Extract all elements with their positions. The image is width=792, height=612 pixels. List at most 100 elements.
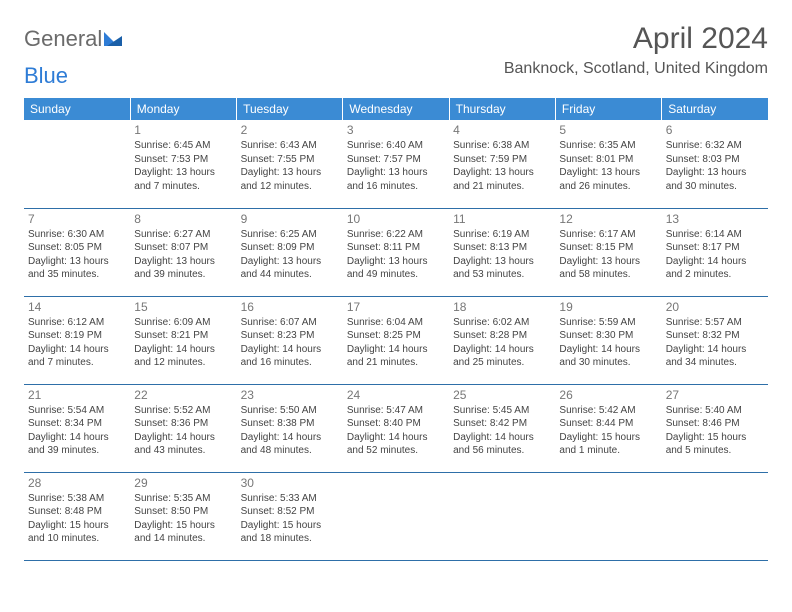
daylight-line: Daylight: 14 hours and 21 minutes. [347,343,445,370]
logo-sail-icon [104,30,124,51]
sunset-line: Sunset: 8:19 PM [28,329,126,343]
sunset-line: Sunset: 8:03 PM [666,153,764,167]
daylight-line: Daylight: 14 hours and 7 minutes. [28,343,126,370]
calendar-cell: 25Sunrise: 5:45 AMSunset: 8:42 PMDayligh… [449,384,555,472]
day-number: 26 [559,387,657,403]
calendar-cell [343,472,449,560]
sunset-line: Sunset: 8:38 PM [241,417,339,431]
calendar-row: 14Sunrise: 6:12 AMSunset: 8:19 PMDayligh… [24,296,768,384]
sunset-line: Sunset: 8:13 PM [453,241,551,255]
sunrise-line: Sunrise: 6:30 AM [28,228,126,242]
weekday-header-row: SundayMondayTuesdayWednesdayThursdayFrid… [24,98,768,120]
day-number: 24 [347,387,445,403]
weekday-header: Tuesday [237,98,343,120]
sunset-line: Sunset: 7:55 PM [241,153,339,167]
sunrise-line: Sunrise: 6:14 AM [666,228,764,242]
day-number: 16 [241,299,339,315]
daylight-line: Daylight: 13 hours and 16 minutes. [347,166,445,193]
sunrise-line: Sunrise: 5:47 AM [347,404,445,418]
sunrise-line: Sunrise: 5:40 AM [666,404,764,418]
day-number: 8 [134,211,232,227]
weekday-header: Wednesday [343,98,449,120]
calendar-cell: 17Sunrise: 6:04 AMSunset: 8:25 PMDayligh… [343,296,449,384]
daylight-line: Daylight: 15 hours and 5 minutes. [666,431,764,458]
sunrise-line: Sunrise: 6:43 AM [241,139,339,153]
calendar-cell: 7Sunrise: 6:30 AMSunset: 8:05 PMDaylight… [24,208,130,296]
daylight-line: Daylight: 14 hours and 43 minutes. [134,431,232,458]
calendar-cell: 1Sunrise: 6:45 AMSunset: 7:53 PMDaylight… [130,120,236,208]
calendar-cell [662,472,768,560]
title-block: April 2024 Banknock, Scotland, United Ki… [504,22,768,78]
sunset-line: Sunset: 8:15 PM [559,241,657,255]
daylight-line: Daylight: 13 hours and 39 minutes. [134,255,232,282]
daylight-line: Daylight: 14 hours and 48 minutes. [241,431,339,458]
sunrise-line: Sunrise: 6:22 AM [347,228,445,242]
sunset-line: Sunset: 7:57 PM [347,153,445,167]
daylight-line: Daylight: 14 hours and 12 minutes. [134,343,232,370]
calendar-row: 28Sunrise: 5:38 AMSunset: 8:48 PM Dayligh… [24,472,768,560]
daylight-line: Daylight: 13 hours and 35 minutes. [28,255,126,282]
calendar-cell [24,120,130,208]
sunset-line: Sunset: 8:48 PM [28,505,126,519]
calendar-row: 21Sunrise: 5:54 AMSunset: 8:34 PMDayligh… [24,384,768,472]
sunrise-line: Sunrise: 5:45 AM [453,404,551,418]
daylight-line: Daylight: 13 hours and 7 minutes. [134,166,232,193]
calendar-table: SundayMondayTuesdayWednesdayThursdayFrid… [24,98,768,561]
daylight-line: Daylight: 15 hours and 18 minutes. [241,519,339,546]
sunset-line: Sunset: 8:34 PM [28,417,126,431]
day-number: 2 [241,122,339,138]
day-number: 21 [28,387,126,403]
sunset-line: Sunset: 8:25 PM [347,329,445,343]
daylight-line: Daylight: 15 hours and 14 minutes. [134,519,232,546]
daylight-line: Daylight: 13 hours and 21 minutes. [453,166,551,193]
sunset-line: Sunset: 8:40 PM [347,417,445,431]
sunrise-line: Sunrise: 6:38 AM [453,139,551,153]
sunrise-line: Sunrise: 6:40 AM [347,139,445,153]
day-number: 22 [134,387,232,403]
daylight-line: Daylight: 13 hours and 58 minutes. [559,255,657,282]
calendar-cell: 19Sunrise: 5:59 AMSunset: 8:30 PMDayligh… [555,296,661,384]
calendar-cell: 23Sunrise: 5:50 AMSunset: 8:38 PMDayligh… [237,384,343,472]
calendar-cell: 21Sunrise: 5:54 AMSunset: 8:34 PMDayligh… [24,384,130,472]
calendar-cell: 6Sunrise: 6:32 AMSunset: 8:03 PMDaylight… [662,120,768,208]
day-number: 20 [666,299,764,315]
day-number: 14 [28,299,126,315]
calendar-cell: 13Sunrise: 6:14 AMSunset: 8:17 PMDayligh… [662,208,768,296]
day-number: 3 [347,122,445,138]
sunrise-line: Sunrise: 5:57 AM [666,316,764,330]
sunrise-line: Sunrise: 5:52 AM [134,404,232,418]
sunset-line: Sunset: 8:50 PM [134,505,232,519]
sunset-line: Sunset: 8:52 PM [241,505,339,519]
day-number: 1 [134,122,232,138]
sunset-line: Sunset: 8:05 PM [28,241,126,255]
sunrise-line: Sunrise: 5:38 AM [28,492,126,506]
day-number: 6 [666,122,764,138]
calendar-cell: 5Sunrise: 6:35 AMSunset: 8:01 PMDaylight… [555,120,661,208]
day-number: 10 [347,211,445,227]
sunrise-line: Sunrise: 6:27 AM [134,228,232,242]
daylight-line: Daylight: 14 hours and 2 minutes. [666,255,764,282]
calendar-body: 1Sunrise: 6:45 AMSunset: 7:53 PMDaylight… [24,120,768,560]
calendar-cell: 30Sunrise: 5:33 AMSunset: 8:52 PMDayligh… [237,472,343,560]
daylight-line: Daylight: 13 hours and 44 minutes. [241,255,339,282]
sunrise-line: Sunrise: 5:42 AM [559,404,657,418]
calendar-cell [449,472,555,560]
day-number: 18 [453,299,551,315]
daylight-line: Daylight: 15 hours and 1 minute. [559,431,657,458]
sunrise-line: Sunrise: 5:54 AM [28,404,126,418]
day-number: 27 [666,387,764,403]
day-number: 28 [28,475,126,491]
weekday-header: Monday [130,98,236,120]
daylight-line: Daylight: 14 hours and 39 minutes. [28,431,126,458]
calendar-cell: 29Sunrise: 5:35 AMSunset: 8:50 PMDayligh… [130,472,236,560]
calendar-cell: 9Sunrise: 6:25 AMSunset: 8:09 PMDaylight… [237,208,343,296]
sunrise-line: Sunrise: 6:07 AM [241,316,339,330]
sunrise-line: Sunrise: 6:04 AM [347,316,445,330]
daylight-line: Daylight: 13 hours and 30 minutes. [666,166,764,193]
sunset-line: Sunset: 8:42 PM [453,417,551,431]
calendar-row: 1Sunrise: 6:45 AMSunset: 7:53 PMDaylight… [24,120,768,208]
weekday-header: Friday [555,98,661,120]
day-number: 13 [666,211,764,227]
sunset-line: Sunset: 8:28 PM [453,329,551,343]
sunrise-line: Sunrise: 5:33 AM [241,492,339,506]
